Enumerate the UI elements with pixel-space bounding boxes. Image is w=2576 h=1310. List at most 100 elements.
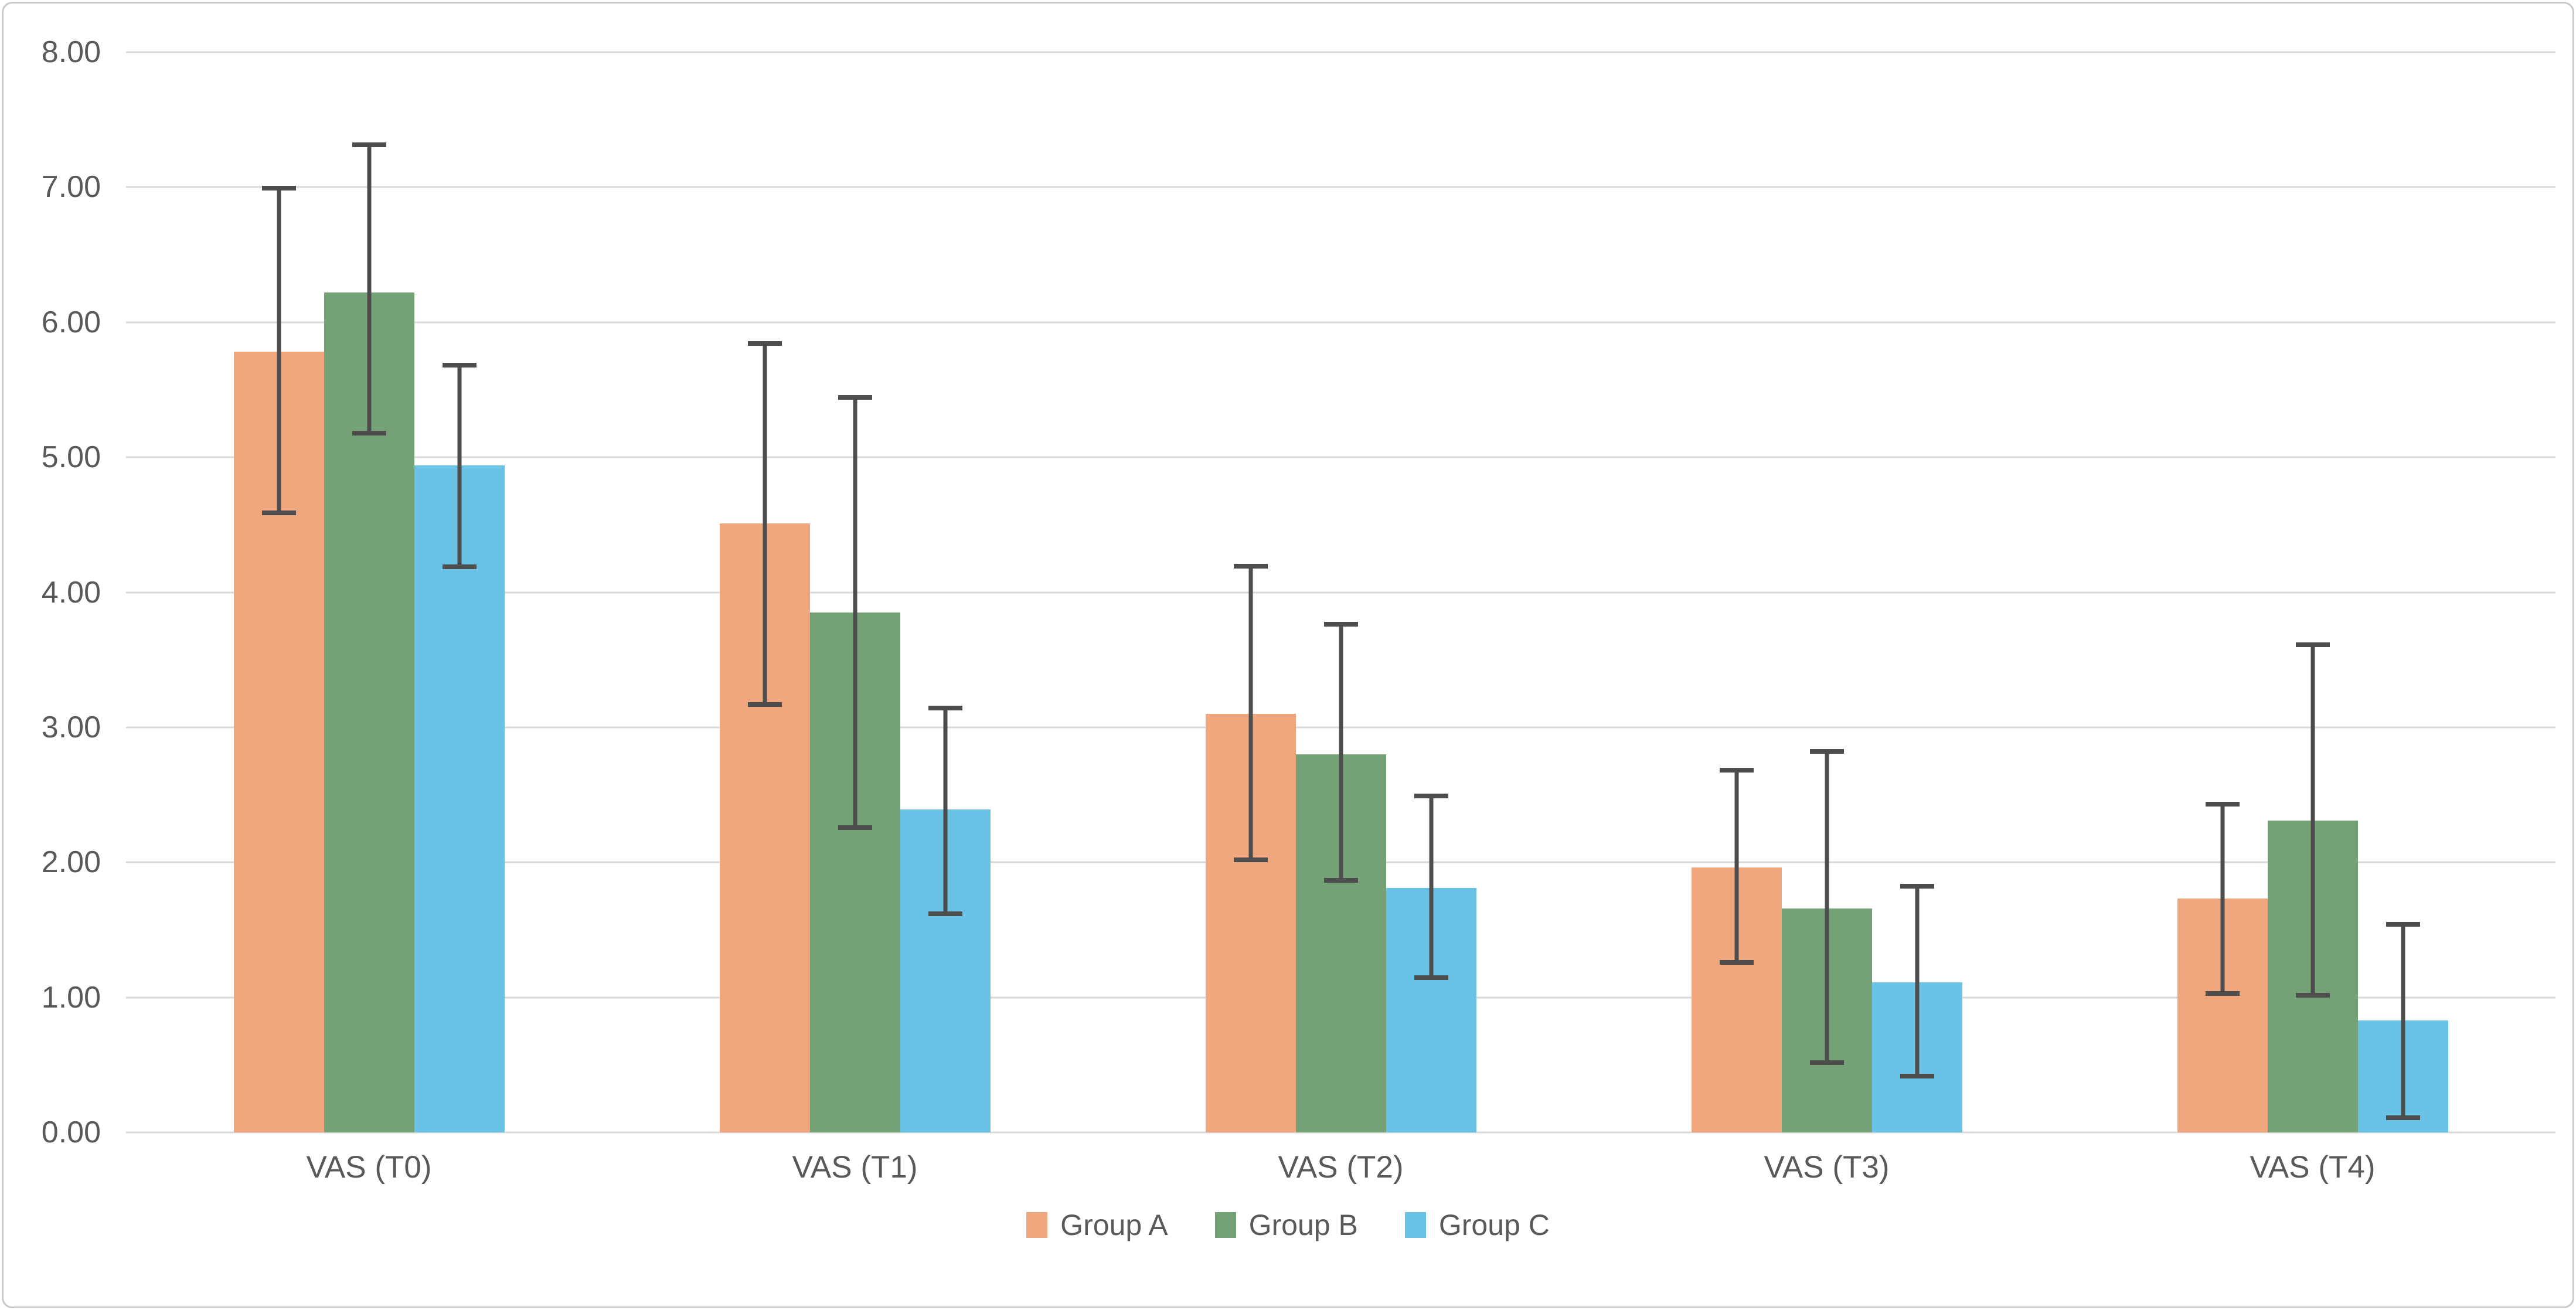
gridline — [126, 51, 2555, 53]
error-bar-group-a-vas-t0 — [261, 186, 296, 516]
error-bar-cap-top — [1233, 564, 1268, 569]
error-bar-group-c-vas-t3 — [1900, 884, 1934, 1078]
y-axis-tick-label: 0.00 — [41, 1115, 101, 1149]
error-bar-cap-bottom — [442, 564, 477, 570]
error-bar-line — [277, 186, 281, 516]
gridline — [126, 186, 2555, 188]
legend-label-group-c: Group C — [1438, 1209, 1550, 1241]
legend: Group A Group B Group C — [0, 1209, 2576, 1241]
error-bar-cap-top — [2205, 801, 2240, 807]
y-axis-tick-label: 5.00 — [41, 440, 101, 475]
error-bar-group-b-vas-t3 — [1809, 748, 1844, 1065]
error-bar-line — [457, 362, 461, 570]
x-axis-label-vas-t1: VAS (T1) — [792, 1150, 918, 1185]
error-bar-group-a-vas-t4 — [2205, 801, 2240, 996]
bar-slot-group-a-vas-t3 — [1691, 52, 1782, 1132]
error-bar-group-c-vas-t1 — [928, 706, 962, 917]
error-bar-group-b-vas-t4 — [2295, 642, 2330, 998]
bar-slot-group-b-vas-t4 — [2267, 52, 2358, 1132]
gridline — [126, 321, 2555, 324]
gridline — [126, 456, 2555, 458]
error-bar-cap-bottom — [1809, 1060, 1844, 1065]
error-bar-cap-bottom — [2295, 992, 2330, 998]
error-bar-cap-top — [2295, 642, 2330, 647]
error-bar-cap-bottom — [352, 431, 386, 436]
bar-slot-group-a-vas-t1 — [719, 52, 810, 1132]
error-bar-cap-top — [1414, 793, 1448, 798]
bar-slot-group-c-vas-t0 — [414, 52, 505, 1132]
y-axis-tick-label: 4.00 — [41, 575, 101, 610]
legend-label-group-a: Group A — [1060, 1209, 1168, 1241]
error-bar-line — [943, 706, 947, 917]
error-bar-line — [1339, 622, 1343, 883]
bar-cluster-vas-t2 — [1098, 52, 1584, 1132]
error-bar-group-b-vas-t0 — [352, 142, 386, 436]
error-bar-cap-bottom — [1900, 1073, 1934, 1078]
error-bar-line — [2220, 801, 2224, 996]
y-axis-tick-label: 6.00 — [41, 305, 101, 339]
error-bar-group-a-vas-t2 — [1233, 564, 1268, 863]
error-bar-cap-bottom — [1719, 960, 1754, 965]
error-bar-cap-bottom — [2205, 991, 2240, 996]
error-bar-cap-bottom — [838, 825, 872, 830]
error-bar-cap-top — [1323, 622, 1358, 627]
error-bar-group-c-vas-t4 — [2386, 921, 2420, 1121]
error-bar-line — [2310, 642, 2315, 998]
error-bar-line — [2401, 921, 2405, 1121]
x-axis-label-vas-t2: VAS (T2) — [1278, 1150, 1404, 1185]
error-bar-cap-top — [442, 362, 477, 368]
bar-slot-group-c-vas-t4 — [2357, 52, 2448, 1132]
error-bar-cap-top — [261, 186, 296, 191]
error-bar-line — [1248, 564, 1253, 863]
error-bar-cap-bottom — [747, 702, 782, 707]
bar-slot-group-b-vas-t1 — [809, 52, 900, 1132]
bar-cluster-vas-t4 — [2070, 52, 2555, 1132]
bar-slot-group-c-vas-t3 — [1871, 52, 1962, 1132]
bar-cluster-vas-t1 — [612, 52, 1098, 1132]
legend-item-group-c: Group C — [1404, 1209, 1550, 1241]
error-bar-line — [1429, 793, 1433, 980]
bar-group-c-vas-t0 — [414, 465, 505, 1132]
plot-area — [126, 51, 2555, 1134]
error-bar-line — [763, 341, 767, 707]
legend-item-group-a: Group A — [1026, 1209, 1168, 1241]
error-bar-cap-top — [928, 706, 962, 711]
error-bar-cap-top — [2386, 921, 2420, 927]
legend-swatch-group-b — [1214, 1212, 1236, 1238]
error-bar-group-c-vas-t2 — [1414, 793, 1448, 980]
error-bar-cap-bottom — [1233, 858, 1268, 863]
bar-slot-group-a-vas-t4 — [2177, 52, 2268, 1132]
error-bar-cap-top — [1719, 768, 1754, 773]
bar-cluster-vas-t0 — [126, 52, 612, 1132]
bar-slot-group-c-vas-t1 — [900, 52, 991, 1132]
error-bar-group-a-vas-t1 — [747, 341, 782, 707]
error-bar-cap-top — [352, 142, 386, 148]
legend-swatch-group-c — [1404, 1212, 1426, 1238]
error-bar-group-b-vas-t1 — [838, 395, 872, 830]
error-bar-line — [853, 395, 857, 830]
bar-slot-group-b-vas-t0 — [324, 52, 414, 1132]
bar-slot-group-a-vas-t2 — [1205, 52, 1296, 1132]
gridline — [126, 1131, 2555, 1134]
x-axis: VAS (T0) VAS (T1) VAS (T2) VAS (T3) VAS (T4) — [126, 1150, 2555, 1185]
y-axis-tick-label: 3.00 — [41, 710, 101, 744]
x-axis-label-vas-t0: VAS (T0) — [306, 1150, 432, 1185]
error-bar-line — [367, 142, 371, 436]
y-axis: 0.00 1.00 2.00 3.00 4.00 5.00 6.00 7.00 8.00 — [0, 37, 101, 1148]
y-axis-tick-label: 7.00 — [41, 170, 101, 205]
error-bar-cap-bottom — [2386, 1115, 2420, 1121]
bar-slot-group-b-vas-t2 — [1295, 52, 1386, 1132]
error-bar-group-a-vas-t3 — [1719, 768, 1754, 965]
error-bar-cap-bottom — [261, 511, 296, 516]
error-bar-group-c-vas-t0 — [442, 362, 477, 570]
y-axis-tick-label: 2.00 — [41, 845, 101, 880]
gridline — [126, 591, 2555, 593]
legend-label-group-b: Group B — [1248, 1209, 1358, 1241]
error-bar-group-b-vas-t2 — [1323, 622, 1358, 883]
x-axis-label-vas-t3: VAS (T3) — [1764, 1150, 1890, 1185]
error-bar-line — [1734, 768, 1738, 965]
legend-swatch-group-a — [1026, 1212, 1048, 1238]
bar-clusters — [126, 52, 2555, 1132]
error-bar-cap-top — [838, 395, 872, 400]
